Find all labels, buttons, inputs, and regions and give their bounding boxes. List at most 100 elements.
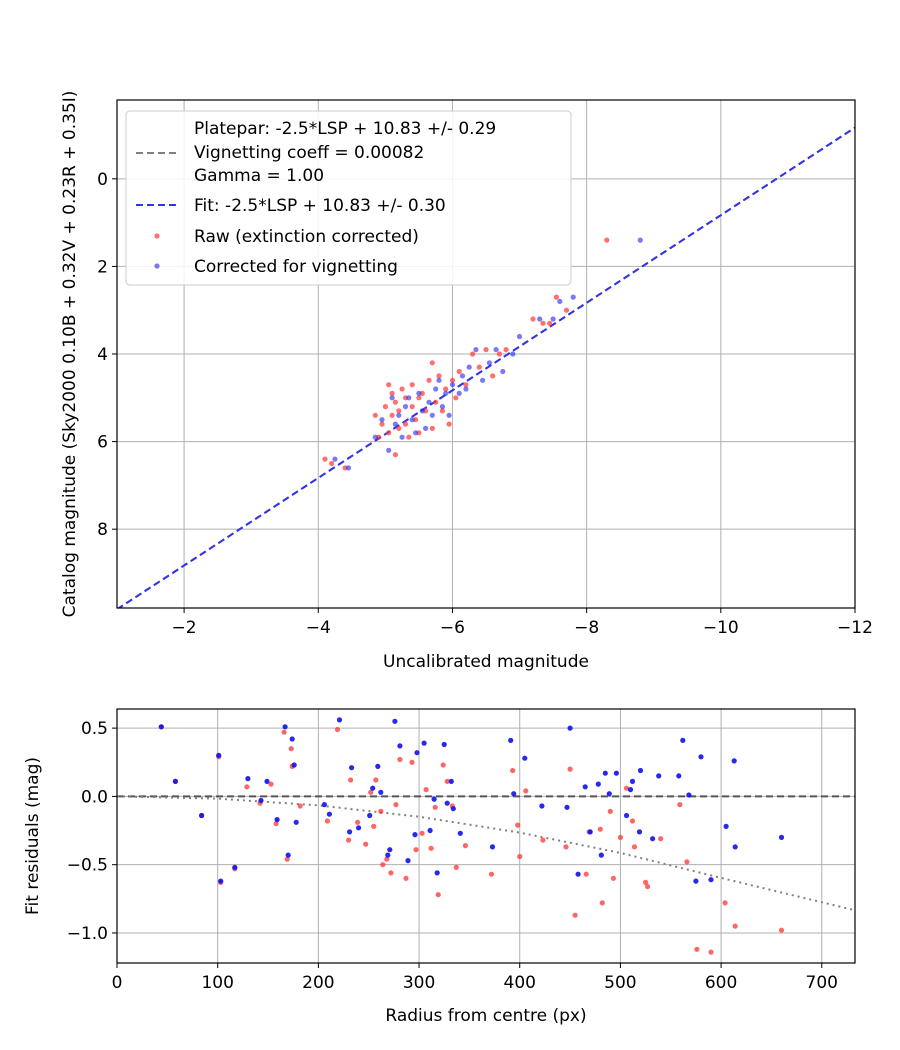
calibration-point-raw [409,382,415,388]
calibration-y-axis-label: Catalog magnitude (Sky2000 0.10B + 0.32V… [60,91,80,618]
calibration-point-raw [396,425,402,431]
residuals-point-corrected [347,829,353,835]
residuals-point-raw [384,856,390,862]
calibration-point-corrected [466,364,472,370]
calibration-point-corrected [406,395,412,401]
residuals-point-raw [428,845,434,851]
calibration-point-raw [604,237,610,243]
residuals-point-raw [610,875,617,881]
residuals-point-raw [488,871,495,877]
residuals-y-axis-label: Fit residuals (mag) [23,757,43,915]
calibration-y-tick-label: 0 [97,170,108,190]
residuals-point-raw [629,818,636,824]
residuals-x-tick-label: 500 [604,973,636,993]
calibration-point-raw [449,377,456,383]
residuals-point-raw [732,923,738,929]
residuals-point-corrected [321,802,327,808]
residuals-y-tick-label: 0.5 [81,719,108,739]
residuals-point-corrected [539,803,545,809]
calibration-point-raw [409,404,415,410]
calibration-point-raw [453,395,459,401]
residuals-point-raw [643,879,649,886]
calibration-point-corrected [396,412,402,418]
residuals-plot-frame [116,708,856,964]
residuals-point-raw [388,870,394,876]
calibration-point-corrected [537,316,543,322]
calibration-point-corrected [416,390,422,396]
calibration-point-raw [429,360,435,366]
residuals-point-corrected [326,811,332,817]
calibration-point-raw [396,408,402,414]
residuals-point-corrected [636,829,643,835]
residuals-x-tick-label: 300 [403,973,435,993]
calibration-point-raw [463,382,469,388]
residuals-point-raw [432,804,438,810]
residuals-point-corrected [336,717,343,723]
residuals-point-raw [623,785,630,791]
residuals-point-raw [607,808,613,815]
legend-corrected-marker [154,263,160,269]
residuals-point-corrected [723,823,729,830]
calibration-point-raw [429,425,435,431]
residuals-point-corrected [216,752,222,759]
residuals-point-raw [677,802,683,808]
calibration-point-corrected [516,333,523,340]
residuals-point-raw [334,726,341,733]
legend-box [125,110,572,286]
residuals-point-corrected [444,800,450,806]
residuals-point-raw [371,823,377,830]
residuals-x-tick-label: 200 [302,973,334,993]
residuals-y-tick-label: −0.5 [67,856,108,876]
calibration-x-tick-label: −2 [172,618,197,638]
calibration-y-tick-label: 8 [97,520,108,540]
calibration-plot: −2 −4 −6 −8 −10 −12 0 2 4 6 8 Uncalibrated magnit… [60,91,873,672]
calibration-point-raw [563,307,570,313]
residuals-point-corrected [522,755,528,761]
calibration-y-tick-label: 6 [97,433,108,453]
residuals-point-corrected [693,878,699,884]
residuals-x-tick-label: 0 [112,973,123,993]
calibration-point-corrected [392,421,398,427]
residuals-point-raw [453,864,459,871]
calibration-point-corrected [510,351,516,357]
residuals-point-corrected [392,718,398,724]
residuals-point-corrected [285,852,291,858]
residuals-point-corrected [650,836,656,842]
residuals-point-raw [515,822,521,828]
calibration-point-corrected [402,404,409,410]
residuals-point-corrected [457,830,463,836]
residuals-x-tick-label: 600 [705,973,737,993]
legend-gamma-label: Gamma = 1.00 [194,166,324,186]
calibration-point-raw [389,412,395,418]
residuals-point-raw [346,837,352,843]
residuals-point-raw [597,826,603,832]
residuals-point-raw [540,837,546,843]
calibration-point-corrected [473,347,479,353]
residuals-point-corrected [564,804,570,810]
calibration-point-raw [402,421,409,427]
residuals-point-corrected [375,763,381,770]
residuals-point-corrected [587,829,593,835]
residuals-point-raw [403,875,409,881]
calibration-point-corrected [423,425,429,431]
residuals-point-raw [423,787,429,793]
residuals-point-corrected [414,750,420,756]
residuals-point-corrected [598,852,604,858]
residuals-point-corrected [387,847,393,853]
calibration-point-corrected [409,417,415,423]
residuals-point-corrected [172,778,178,785]
calibration-point-raw [530,316,536,322]
residuals-point-corrected [218,878,224,884]
residuals-point-raw [462,843,468,849]
calibration-point-raw [503,347,509,353]
residuals-x-tick-label: 100 [201,973,233,993]
calibration-y-tick-label: 4 [97,345,108,365]
residuals-point-raw [440,762,446,768]
residuals-point-raw [645,883,651,890]
residuals-point-raw [572,912,578,918]
residuals-grid [116,709,855,963]
residuals-point-corrected [349,765,355,771]
residuals-point-corrected [427,827,433,834]
calibration-point-raw [456,368,462,375]
residuals-point-raw [435,892,441,898]
